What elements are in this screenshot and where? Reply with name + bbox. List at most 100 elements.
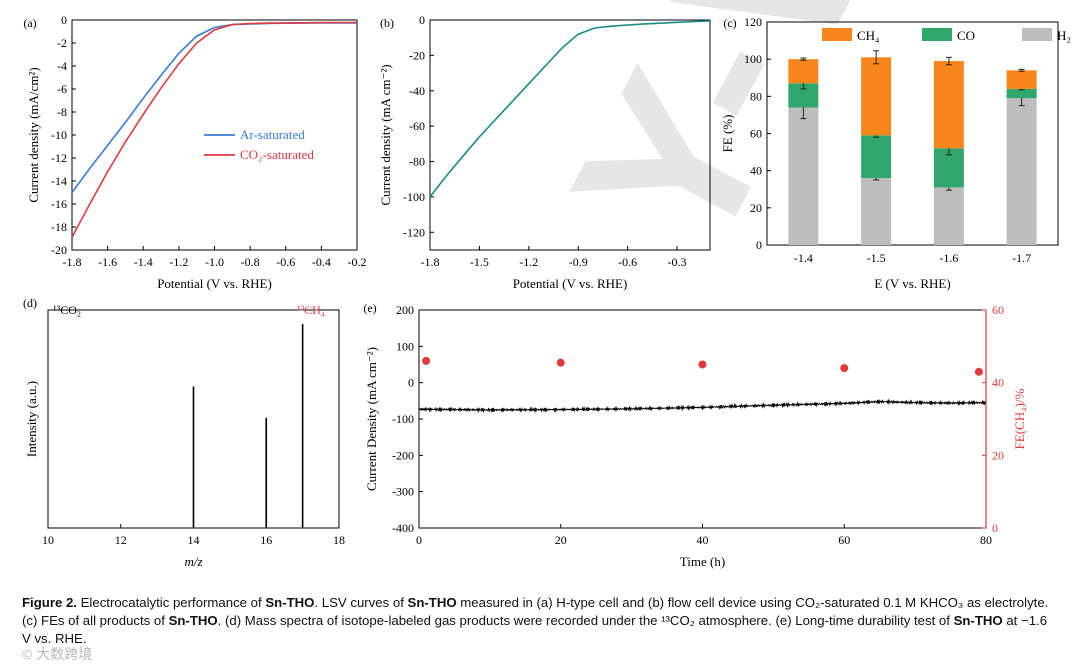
panel-c-ytick-label: 120: [744, 15, 762, 29]
panel-a-legend-label-1: CO₂-saturated: [240, 147, 314, 162]
panel-e-ylabel: Current Density (mA cm⁻²): [364, 347, 379, 491]
panel-d-xtick-label: 14: [188, 533, 200, 547]
panel-c-xtick-label: -1.5: [867, 251, 886, 265]
panel-a-xtick-label: -1.8: [63, 255, 82, 269]
panel-a-ytick-label: 0: [61, 13, 67, 27]
panel-b-ytick-label: -120: [403, 225, 425, 239]
panel-e-xtick-label: 40: [697, 533, 709, 547]
panel-e-fe-point: [974, 367, 983, 376]
panel-e-xlabel: Time (h): [680, 554, 725, 569]
panel-a-ytick-label: -18: [51, 220, 67, 234]
panel-e-label: (e): [363, 301, 376, 315]
panel-b-xtick-label: -1.2: [519, 255, 538, 269]
panel-e-ytick-label: -200: [392, 448, 414, 462]
panel-b-xlabel: Potential (V vs. RHE): [513, 276, 628, 291]
panel-c-bar-H₂: [788, 107, 819, 245]
panel-a-series-1: [71, 21, 357, 238]
panel-d-xlabel: m/z: [184, 554, 202, 569]
panel-a-xlabel: Potential (V vs. RHE): [157, 276, 272, 291]
panel-d-xtick-label: 10: [42, 533, 54, 547]
panel-b-ytick-label: 0: [419, 13, 425, 27]
panel-e-fe-point: [422, 356, 431, 365]
panel-c-legend-label-2: H₂: [1057, 28, 1071, 43]
panel-c-legend-label-0: CH₄: [857, 28, 880, 43]
panel-e-ytick2-label: 60: [992, 303, 1004, 317]
panel-c-bar-CO: [1006, 88, 1037, 99]
panel-e-fe-point: [840, 364, 849, 373]
panel-e-ytick2-label: 40: [992, 376, 1004, 390]
panel-a-ytick-label: -14: [51, 174, 67, 188]
panel-b-ytick-label: -20: [409, 48, 425, 62]
panel-a-ytick-label: -6: [57, 82, 67, 96]
panel-a-xtick-label: -1.0: [205, 255, 224, 269]
panel-d-xtick-label: 18: [333, 533, 345, 547]
panel-d-label: (d): [23, 296, 37, 310]
panel-b-axes: [429, 19, 711, 251]
panel-d-xtick-label: 16: [260, 533, 272, 547]
panel-b-xtick-label: -0.3: [668, 255, 687, 269]
panel-a-xtick-label: -0.6: [276, 255, 295, 269]
panel-e-ytick-label: -400: [392, 521, 414, 535]
panel-c-bar-H₂: [933, 187, 964, 245]
panel-b-ytick-label: -60: [409, 119, 425, 133]
panel-c-label: (c): [723, 16, 736, 30]
panel-c-legend-swatch-0: [822, 28, 852, 41]
panel-a-legend-label-0: Ar-saturated: [240, 127, 305, 142]
panel-c-ytick-label: 0: [756, 238, 762, 252]
caption-label: Figure 2.: [22, 595, 77, 610]
figure-caption: Figure 2. Electrocatalytic performance o…: [22, 595, 1049, 646]
panel-e-ytick2-label: 20: [992, 448, 1004, 462]
panel-c-xlabel: E (V vs. RHE): [874, 276, 950, 291]
panel-e-xtick-label: 0: [416, 533, 422, 547]
panel-b-ylabel: Current density (mA cm⁻²): [378, 64, 393, 205]
panel-d-annotation-ch4: ¹³CH₄: [297, 303, 325, 317]
panel-d-xtick-label: 12: [115, 533, 127, 547]
panel-c-legend-label-1: CO: [957, 28, 975, 43]
panel-b-xtick-label: -1.8: [421, 255, 440, 269]
panel-a-ytick-label: -10: [51, 128, 67, 142]
panel-b-ytick-label: -100: [403, 190, 425, 204]
panel-e-current-trace: [418, 398, 987, 414]
panel-e-axes: [418, 309, 987, 529]
panel-e-fe-point: [698, 360, 707, 369]
panel-a-label: (a): [23, 16, 36, 30]
panel-c-ylabel: FE (%): [720, 115, 735, 153]
panel-b-xtick-label: -1.5: [470, 255, 489, 269]
panel-a-ytick-label: -12: [51, 151, 67, 165]
panel-b-ytick-label: -80: [409, 155, 425, 169]
panel-c-xtick-label: -1.7: [1012, 251, 1031, 265]
panel-c-legend-swatch-2: [1022, 28, 1052, 41]
panel-c-ytick-label: 80: [750, 89, 762, 103]
panel-b-xtick-label: -0.9: [569, 255, 588, 269]
panel-d-ylabel: Intensity (a.u.): [24, 381, 39, 457]
panel-e-ytick-label: -300: [392, 485, 414, 499]
panel-c-bar-CO: [861, 135, 892, 179]
panel-c-ytick-label: 40: [750, 164, 762, 178]
panel-c-bar-CH₄: [861, 57, 892, 136]
panel-c-legend-swatch-1: [922, 28, 952, 41]
panel-e-ytick2-label: 0: [992, 521, 998, 535]
panel-a-ytick-label: -16: [51, 197, 67, 211]
panel-e-xtick-label: 60: [838, 533, 850, 547]
corner-watermark: © 大数跨境: [22, 646, 93, 662]
panel-c-ytick-label: 60: [750, 127, 762, 141]
panel-e-ytick-label: 100: [396, 339, 414, 353]
panel-b-series-0: [429, 20, 711, 198]
panel-e-fe-point: [556, 358, 565, 367]
panel-b-xtick-label: -0.6: [618, 255, 637, 269]
panel-a-series-0: [71, 22, 357, 193]
panel-a-ytick-label: -20: [51, 243, 67, 257]
panel-a-ytick-label: -8: [57, 105, 67, 119]
panel-c-xtick-label: -1.6: [939, 251, 958, 265]
panel-a-xtick-label: -1.6: [98, 255, 117, 269]
panel-a-xtick-label: -0.8: [241, 255, 260, 269]
panel-c-xtick-label: -1.4: [794, 251, 813, 265]
panel-c-ytick-label: 20: [750, 201, 762, 215]
panel-b-ytick-label: -40: [409, 84, 425, 98]
panel-e-ytick-label: -100: [392, 412, 414, 426]
panel-a-ylabel: Current density (mA/cm²): [26, 67, 41, 202]
panel-c-bar-CH₄: [1006, 70, 1037, 89]
panel-a-xtick-label: -0.4: [312, 255, 331, 269]
panel-c-bar-CH₄: [933, 61, 964, 149]
figure: (a) -1.8 -1.6 -1.4 -1.2 -1.0 -0.8 -0.6 -0.4 -0.2 0…: [23, 13, 1071, 569]
